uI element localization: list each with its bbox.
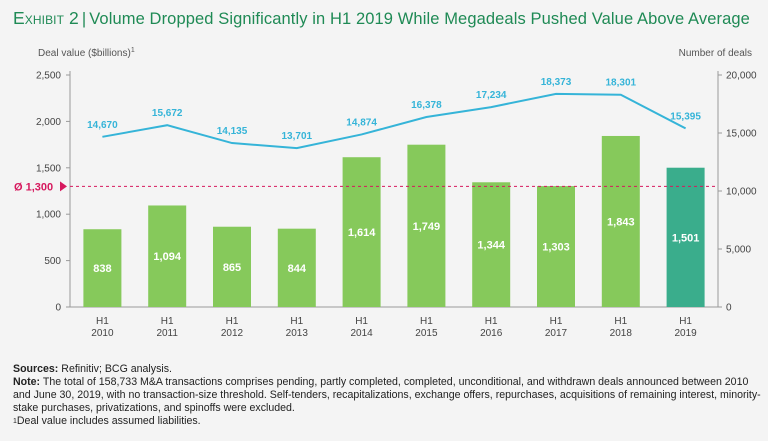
bar-value-label: 844 [288, 263, 307, 275]
x-tick-label: H1 [614, 316, 627, 327]
right-axis-title: Number of deals [679, 48, 752, 59]
x-tick-label: H1 [420, 316, 433, 327]
x-tick-label-year: 2018 [610, 328, 633, 339]
left-tick-label: 2,500 [36, 71, 61, 82]
deals-value-label: 14,670 [87, 120, 118, 131]
x-tick-label-year: 2016 [480, 328, 503, 339]
bar-value-label: 1,749 [413, 221, 441, 233]
bar-value-label: 1,614 [348, 227, 376, 239]
left-tick-label: 1,000 [36, 210, 61, 221]
title-separator: | [81, 10, 87, 28]
exhibit-label: Exhibit 2 [13, 8, 79, 28]
bar [666, 167, 705, 307]
x-tick-label: H1 [355, 316, 368, 327]
average-marker [60, 181, 67, 192]
note-line: Note: The total of 158,733 M&A transacti… [13, 376, 763, 415]
sources-line: Sources: Refinitiv; BCG analysis. [13, 363, 763, 376]
x-tick-label-year: 2015 [415, 328, 438, 339]
bar-value-label: 1,094 [153, 251, 181, 263]
x-tick-label: H1 [485, 316, 498, 327]
note-text: The total of 158,733 M&A transactions co… [13, 376, 761, 414]
bar-value-label: 1,303 [542, 242, 570, 254]
left-tick-label: 1,500 [36, 163, 61, 174]
sources-text: Refinitiv; BCG analysis. [61, 363, 172, 375]
bar [537, 186, 575, 307]
left-axis-title: Deal value ($billions)1 [38, 47, 135, 59]
bar [407, 144, 446, 307]
x-tick-label-year: 2014 [350, 328, 373, 339]
bar-value-label: 1,843 [607, 216, 635, 228]
x-tick-label-year: 2011 [156, 328, 178, 339]
deals-line [102, 92, 687, 150]
deals-value-label: 15,395 [670, 111, 701, 122]
x-tick-label: H1 [226, 316, 239, 327]
bar-value-label: 1,344 [477, 240, 505, 252]
deals-value-label: 14,874 [346, 117, 377, 128]
x-tick-label-year: 2019 [674, 328, 697, 339]
deals-value-label: 18,373 [541, 77, 572, 88]
footnote-mark: 1 [13, 418, 17, 425]
bar [213, 226, 251, 307]
footnote-line: 1Deal value includes assumed liabilities… [13, 415, 763, 428]
right-tick-label: 10,000 [726, 187, 757, 198]
x-tick-label: H1 [290, 316, 303, 327]
sources-label: Sources: [13, 363, 59, 375]
x-tick-label-year: 2017 [545, 328, 568, 339]
bar [148, 205, 187, 307]
right-tick-label: 15,000 [726, 129, 757, 140]
bar [342, 157, 381, 307]
deals-value-label: 18,301 [606, 78, 637, 89]
average-label: Ø 1,300 [14, 181, 53, 193]
bar [277, 228, 316, 307]
left-tick-label: 0 [55, 303, 61, 314]
bar [472, 182, 511, 307]
x-tick-label: H1 [96, 316, 109, 327]
x-tick-label-year: 2012 [221, 328, 244, 339]
deals-value-label: 14,135 [217, 126, 248, 137]
chart-notes: Sources: Refinitiv; BCG analysis. Note: … [13, 363, 763, 428]
bar [601, 135, 640, 307]
left-tick-label: 500 [44, 256, 61, 267]
title-text: Volume Dropped Significantly in H1 2019 … [89, 10, 750, 28]
x-tick-label: H1 [550, 316, 563, 327]
deals-value-label: 15,672 [152, 108, 183, 119]
deals-value-label: 17,234 [476, 90, 507, 101]
bar-value-label: 838 [93, 263, 111, 275]
x-tick-label: H1 [679, 316, 692, 327]
footnote-text: Deal value includes assumed liabilities. [16, 415, 201, 427]
x-tick-label-year: 2010 [91, 328, 114, 339]
bar [83, 229, 122, 307]
note-label: Note: [13, 376, 41, 388]
right-tick-label: 20,000 [726, 71, 757, 82]
x-tick-label: H1 [161, 316, 174, 327]
left-tick-label: 2,000 [36, 117, 61, 128]
combo-chart: Deal value ($billions)1 Number of deals 0 5… [14, 47, 757, 339]
right-tick-label: 5,000 [726, 245, 751, 256]
bar-value-label: 1,501 [672, 232, 700, 244]
bar-value-label: 865 [223, 262, 241, 274]
x-tick-label-year: 2013 [286, 328, 309, 339]
right-tick-label: 0 [726, 303, 732, 314]
chart-title: Exhibit 2 | Volume Dropped Significantly i… [13, 8, 763, 29]
deals-value-label: 13,701 [282, 131, 313, 142]
deals-value-label: 16,378 [411, 100, 442, 111]
